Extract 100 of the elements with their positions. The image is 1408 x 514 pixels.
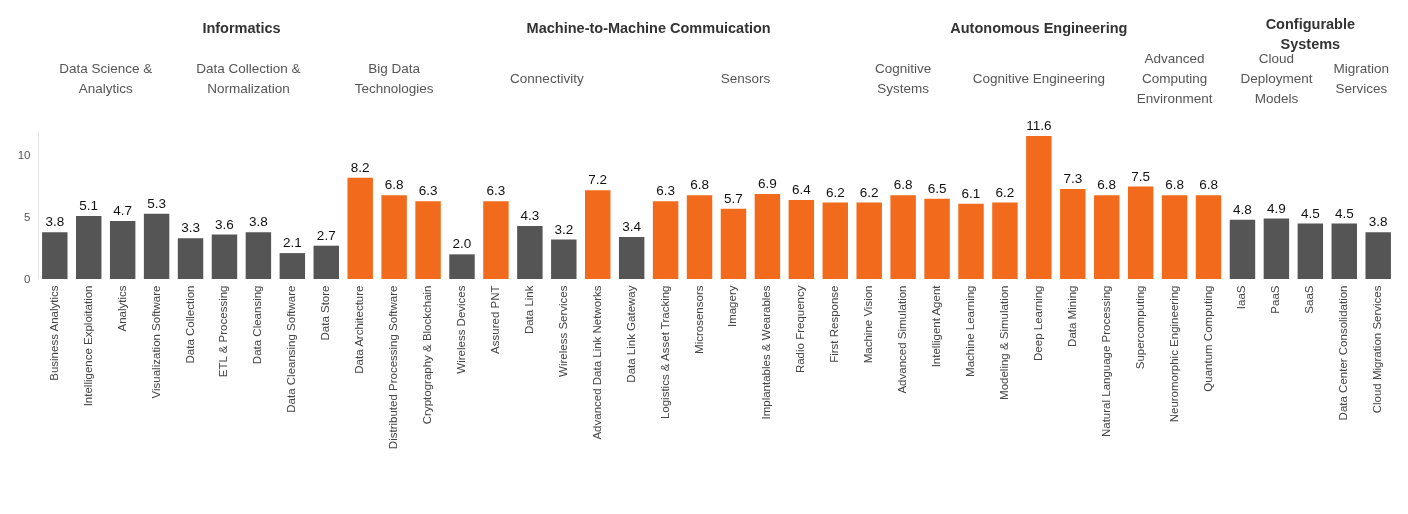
x-tick-label: Intelligent Agent	[930, 284, 943, 368]
data-label: 5.3	[147, 195, 166, 211]
bar	[245, 232, 272, 279]
text: Connectivity	[510, 71, 584, 86]
data-label: 6.8	[1097, 177, 1117, 193]
bar	[449, 254, 475, 279]
data-label: 6.2	[825, 184, 845, 200]
x-tick-label: Data Collection	[183, 285, 196, 364]
data-label: 6.8	[1165, 177, 1184, 193]
bar	[822, 202, 848, 279]
bar	[313, 245, 339, 279]
text: Cloud Deployment Models	[1240, 51, 1313, 106]
data-label: 4.9	[1267, 200, 1286, 216]
text: Machine-to-Machine Commuication	[526, 20, 771, 36]
data-label: 6.5	[927, 180, 947, 196]
data-label: 5.7	[724, 190, 743, 206]
bar	[177, 238, 204, 279]
bar	[992, 202, 1018, 279]
data-label: 2.7	[316, 227, 336, 243]
x-tick-label: Radio Frequency	[794, 285, 807, 374]
bar	[211, 234, 238, 279]
data-label: 6.8	[690, 177, 709, 193]
data-label: 6.8	[1199, 177, 1218, 193]
text: Configurable Systems	[1265, 16, 1356, 52]
x-tick-label: Distributed Processing Software	[387, 285, 400, 450]
text: Cognitive Engineering	[972, 71, 1105, 86]
x-tick-label: Data Link	[522, 285, 535, 335]
x-tick-label: Data Center Consolidation	[1337, 285, 1350, 421]
text: Sensors	[720, 71, 771, 86]
bar	[686, 195, 713, 279]
text: Data Science & Analytics	[59, 61, 153, 96]
bar	[483, 201, 509, 279]
bar	[585, 190, 611, 279]
y-tick-label: 0	[24, 272, 31, 285]
data-label: 3.6	[215, 216, 234, 232]
data-label: 3.8	[249, 214, 268, 230]
x-tick-label: Neuromorphic Engineering	[1167, 285, 1180, 423]
x-tick-label: Microsensors	[692, 285, 705, 354]
bar	[1365, 232, 1391, 279]
data-label: 11.6	[1026, 117, 1052, 133]
data-label: 3.8	[1368, 214, 1388, 230]
text: Advanced Computing Environment	[1136, 51, 1213, 106]
y-tick-label: 10	[17, 149, 31, 162]
data-label: 4.7	[113, 203, 133, 219]
data-label: 2.1	[282, 235, 302, 251]
bar	[1331, 223, 1357, 279]
x-tick-label: Data Mining	[1065, 285, 1078, 347]
bar	[788, 200, 815, 279]
bar	[1127, 186, 1154, 279]
data-label: 7.5	[1131, 168, 1151, 184]
bar	[42, 232, 68, 279]
x-tick-label: Business Analytics	[47, 285, 60, 381]
x-tick-label: ETL & Processing	[217, 285, 230, 378]
x-tick-label: Advanced Simulation	[896, 285, 909, 394]
bar	[1060, 188, 1086, 279]
data-label: 6.3	[656, 183, 675, 199]
bar	[720, 208, 747, 279]
bar	[618, 237, 645, 279]
x-tick-label: Deep Learning	[1031, 285, 1044, 361]
bar	[109, 221, 136, 279]
x-tick-label: Cloud Migration Services	[1371, 285, 1384, 414]
data-label: 6.9	[758, 175, 777, 191]
x-tick-label: SaaS	[1303, 285, 1316, 314]
x-tick-label: Machine Learning	[964, 285, 976, 377]
bar	[1229, 219, 1256, 279]
data-label: 6.1	[961, 185, 981, 201]
bar	[143, 213, 170, 279]
bar	[1263, 218, 1290, 279]
x-tick-label: Quantum Computing	[1201, 285, 1214, 392]
bar	[415, 201, 441, 279]
bar	[652, 201, 679, 279]
bar	[958, 203, 984, 279]
data-label: 2.0	[452, 236, 472, 252]
x-tick-label: Natural Language Processing	[1099, 285, 1112, 438]
data-label: 4.5	[1334, 205, 1354, 221]
bar	[76, 216, 102, 279]
data-label: 4.8	[1233, 201, 1252, 217]
x-tick-label: Analytics	[115, 285, 128, 332]
data-label: 4.5	[1300, 205, 1320, 221]
x-tick-label: Logistics & Asset Tracking	[658, 285, 671, 420]
x-tick-label: Intelligence Exploitation	[81, 285, 94, 407]
text: Cognitive Systems	[874, 61, 932, 96]
x-tick-label: Assured PNT	[488, 285, 501, 354]
bar	[924, 198, 950, 279]
text: Informatics	[202, 20, 281, 36]
bar	[279, 253, 306, 279]
y-tick-label: 5	[24, 210, 31, 223]
bar	[1026, 135, 1052, 279]
x-tick-label: Cryptography & Blockchain	[421, 285, 434, 425]
x-tick-label: IaaS	[1235, 285, 1248, 310]
bar	[1297, 223, 1324, 279]
x-tick-label: Wireless Services	[556, 285, 569, 377]
data-label: 6.2	[859, 184, 879, 200]
x-tick-label: First Response	[828, 285, 841, 363]
bar	[856, 202, 882, 279]
data-label: 8.2	[350, 159, 370, 175]
bar	[1094, 195, 1120, 279]
data-label: 6.2	[995, 184, 1015, 200]
data-label: 6.3	[486, 183, 506, 199]
text: Autonomous Engineering	[950, 20, 1128, 36]
